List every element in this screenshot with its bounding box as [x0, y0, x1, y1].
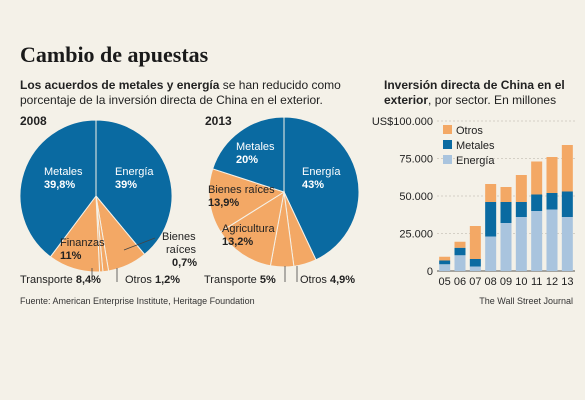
pie-2013-slice-energia — [283, 116, 360, 261]
bar-chart-title: Inversión directa de China en el exterio… — [384, 78, 565, 107]
pie-2013-value-energia: 43% — [302, 179, 324, 191]
pie-2008-value-bienes-raices: 0,7% — [172, 257, 197, 269]
pie-2013-slice-agricultura — [219, 190, 285, 267]
legend-label-metales: Metales — [456, 140, 495, 152]
bar-09-metales — [500, 202, 512, 223]
pie-2013-slice-bienes-raices — [208, 168, 286, 233]
bar-09-energia — [500, 223, 512, 271]
legend-swatch-energia — [443, 155, 452, 164]
pie-2013-label-agricultura: Agricultura — [222, 223, 275, 235]
bar-07-energia — [469, 266, 481, 271]
y-tick-3: 25.000 — [399, 229, 433, 241]
bar-06-energia — [454, 255, 466, 271]
bar-05-otros — [439, 256, 451, 261]
bar-08-energia — [485, 236, 497, 271]
x-tick-11: 11 — [531, 276, 542, 288]
y-tick-2: 50.000 — [399, 191, 433, 203]
bar-07-otros — [469, 226, 481, 259]
credit: The Wall Street Journal — [479, 296, 573, 306]
legend-swatch-metales — [443, 140, 452, 149]
bar-13-energia — [561, 217, 573, 271]
bar-11-energia — [531, 211, 543, 271]
y-tick-1: 75.000 — [399, 154, 433, 166]
pie-2008-slice-metales — [19, 119, 97, 258]
y-tick-4: 0 — [427, 266, 433, 278]
x-tick-08: 08 — [485, 276, 497, 288]
pie-2008-label-energia: Energía — [115, 166, 154, 178]
bar-13-otros — [561, 145, 573, 192]
pie-2013-year: 2013 — [205, 114, 232, 128]
pie-2013-value-agricultura: 13,2% — [222, 236, 253, 248]
pie-2008-label-otros: Otros 1,2% — [125, 274, 180, 286]
pie-2008-leader-bienes-raices — [123, 237, 156, 251]
pie-2008-label-metales: Metales — [44, 166, 83, 178]
bar-10-metales — [515, 202, 527, 217]
pie-2013-label-otros: Otros 4,9% — [300, 274, 355, 286]
pie-2013-slice-metales — [212, 116, 285, 193]
bar-08-metales — [485, 202, 497, 237]
legend-swatch-otros — [443, 125, 452, 134]
chart-subtitle: Los acuerdos de metales y energía se han… — [20, 78, 341, 107]
source-note: Fuente: American Enterprise Institute, H… — [20, 296, 255, 306]
pie-2008-year: 2008 — [20, 114, 47, 128]
pie-2013-label-bienes-raices: Bienes raíces — [208, 184, 275, 196]
bar-08-otros — [485, 184, 497, 202]
bar-10-energia — [515, 217, 527, 271]
bar-06-otros — [454, 241, 466, 248]
chart-title: Cambio de apuestas — [20, 42, 209, 67]
x-tick-09: 09 — [500, 276, 512, 288]
bar-05-metales — [439, 260, 451, 265]
bar-07-metales — [469, 259, 481, 267]
bar-13-metales — [561, 191, 573, 217]
pie-2008-label-finanzas: Finanzas — [60, 237, 105, 249]
bar-12-energia — [546, 209, 558, 271]
pie-2008-label-transporte: Transporte 8,4% — [20, 274, 101, 286]
bar-06-metales — [454, 247, 466, 256]
pie-2013-label-metales: Metales — [236, 141, 275, 153]
pie-2008-label-bienes-raices: Bienes — [162, 231, 196, 243]
legend-label-energia: Energía — [456, 155, 495, 167]
pie-2013-value-bienes-raices: 13,9% — [208, 197, 239, 209]
bar-09-otros — [500, 187, 512, 202]
y-tick-0: US$100.000 — [372, 116, 433, 128]
pie-2008-value-metales: 39,8% — [44, 179, 75, 191]
pie-2008-value-finanzas: 11% — [60, 250, 82, 262]
x-tick-10: 10 — [515, 276, 527, 288]
bar-12-metales — [546, 193, 558, 210]
pie-2013-value-metales: 20% — [236, 154, 258, 166]
x-tick-06: 06 — [454, 276, 466, 288]
legend-label-otros: Otros — [456, 125, 483, 137]
pie-2008-slice-energia — [95, 119, 173, 256]
x-tick-13: 13 — [561, 276, 573, 288]
pie-2008-value-energia: 39% — [115, 179, 137, 191]
x-tick-07: 07 — [469, 276, 481, 288]
bar-05-energia — [439, 264, 451, 271]
bar-12-otros — [546, 157, 558, 193]
pie-2013-label-energia: Energía — [302, 166, 341, 178]
x-tick-05: 05 — [439, 276, 451, 288]
bar-11-metales — [531, 194, 543, 211]
pie-2008-label-bienes-raices-2: raíces — [166, 244, 196, 256]
bar-10-otros — [515, 175, 527, 202]
pie-2013-label-transporte: Transporte 5% — [204, 274, 276, 286]
x-tick-12: 12 — [546, 276, 558, 288]
bar-11-otros — [531, 161, 543, 195]
